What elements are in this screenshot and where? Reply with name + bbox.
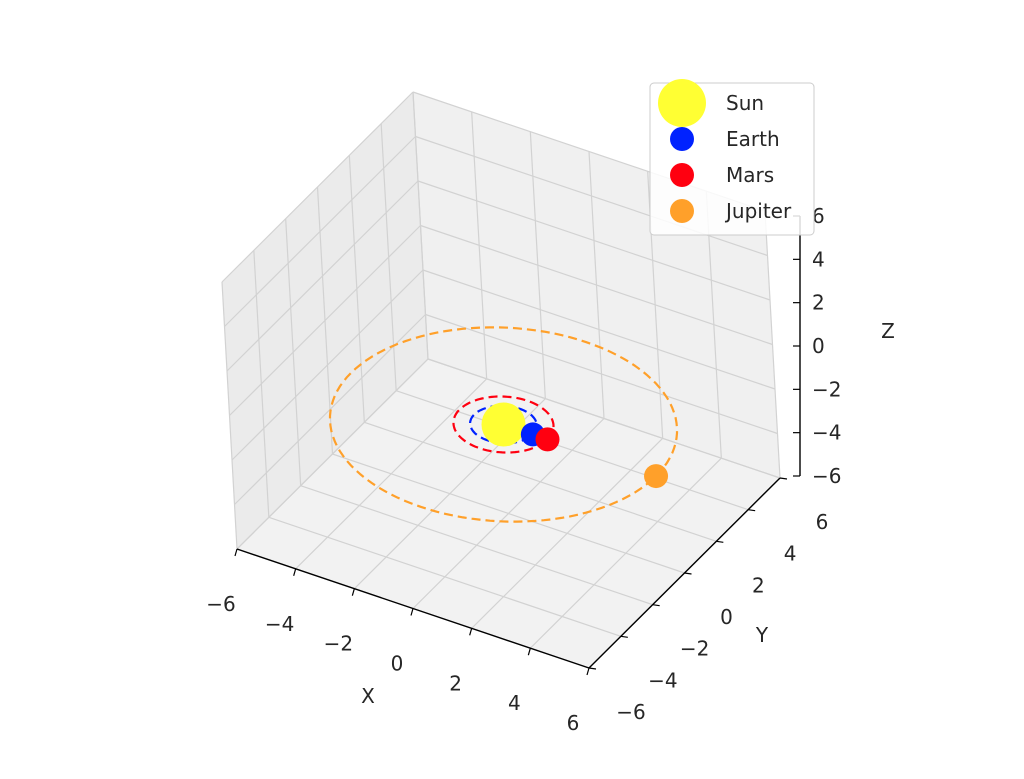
y-tick-mark — [716, 540, 724, 543]
z-tick-label: 4 — [812, 247, 825, 271]
x-tick-label: −6 — [206, 592, 235, 616]
x-tick-mark — [234, 548, 238, 557]
y-tick-mark — [588, 667, 597, 670]
x-tick-mark — [410, 608, 414, 616]
y-tick-mark — [620, 635, 628, 638]
legend-marker-sun — [658, 79, 706, 127]
y-tick-mark — [748, 509, 756, 512]
back-wall-grid-line — [415, 135, 768, 257]
z-axis-label: Z — [881, 319, 895, 343]
legend-label-jupiter: Jupiter — [724, 199, 792, 223]
left-wall-grid-line — [221, 91, 414, 283]
y-tick-label: −2 — [680, 637, 709, 661]
legend-label-sun: Sun — [726, 91, 764, 115]
y-axis-label: Y — [755, 623, 769, 647]
y-tick-mark — [652, 604, 660, 607]
marker-sun — [481, 402, 526, 447]
y-tick-mark — [779, 477, 788, 480]
y-tick-label: 0 — [720, 605, 733, 629]
x-tick-mark — [527, 648, 531, 656]
x-tick-mark — [586, 667, 590, 676]
marker-mars — [535, 427, 560, 452]
x-tick-mark — [293, 568, 297, 576]
orbit-mars — [452, 395, 555, 454]
left-wall-grid-line — [224, 136, 416, 327]
orbit-earth — [469, 404, 539, 445]
y-tick-label: 2 — [752, 573, 765, 597]
legend-label-mars: Mars — [726, 163, 774, 187]
x-tick-label: 2 — [449, 671, 462, 695]
y-tick-label: −4 — [648, 668, 677, 692]
z-tick-label: 2 — [812, 291, 825, 315]
x-tick-label: 0 — [391, 652, 404, 676]
floor-grid-line — [427, 358, 781, 479]
legend-marker-jupiter — [670, 199, 694, 223]
orbit-jupiter — [328, 326, 679, 523]
x-tick-mark — [351, 588, 355, 596]
y-tick-label: −6 — [616, 700, 645, 724]
z-tick-label: −6 — [812, 464, 841, 488]
legend: Sun Earth Mars Jupiter — [649, 79, 815, 236]
x-tick-label: 4 — [508, 691, 521, 715]
marker-jupiter — [644, 464, 669, 489]
x-axis-label: X — [361, 684, 375, 708]
y-tick-label: 6 — [816, 510, 829, 534]
legend-label-earth: Earth — [726, 127, 780, 151]
z-tick-label: 0 — [812, 334, 825, 358]
y-tick-mark — [684, 572, 692, 575]
left-wall-grid-line — [412, 91, 429, 360]
floor-grid-line — [395, 390, 749, 511]
x-tick-mark — [469, 628, 473, 636]
z-tick-label: −4 — [812, 421, 841, 445]
planet-markers — [481, 402, 669, 489]
z-tick-label: −2 — [812, 377, 841, 401]
back-wall-grid-line — [764, 210, 781, 479]
legend-marker-mars — [670, 163, 694, 187]
orbit-lines — [328, 326, 679, 523]
x-tick-label: −4 — [265, 612, 294, 636]
z-tick-label: 6 — [812, 204, 825, 228]
x-tick-label: 6 — [567, 711, 580, 735]
legend-marker-earth — [670, 127, 694, 151]
y-tick-label: 4 — [784, 542, 797, 566]
x-tick-label: −2 — [324, 632, 353, 656]
